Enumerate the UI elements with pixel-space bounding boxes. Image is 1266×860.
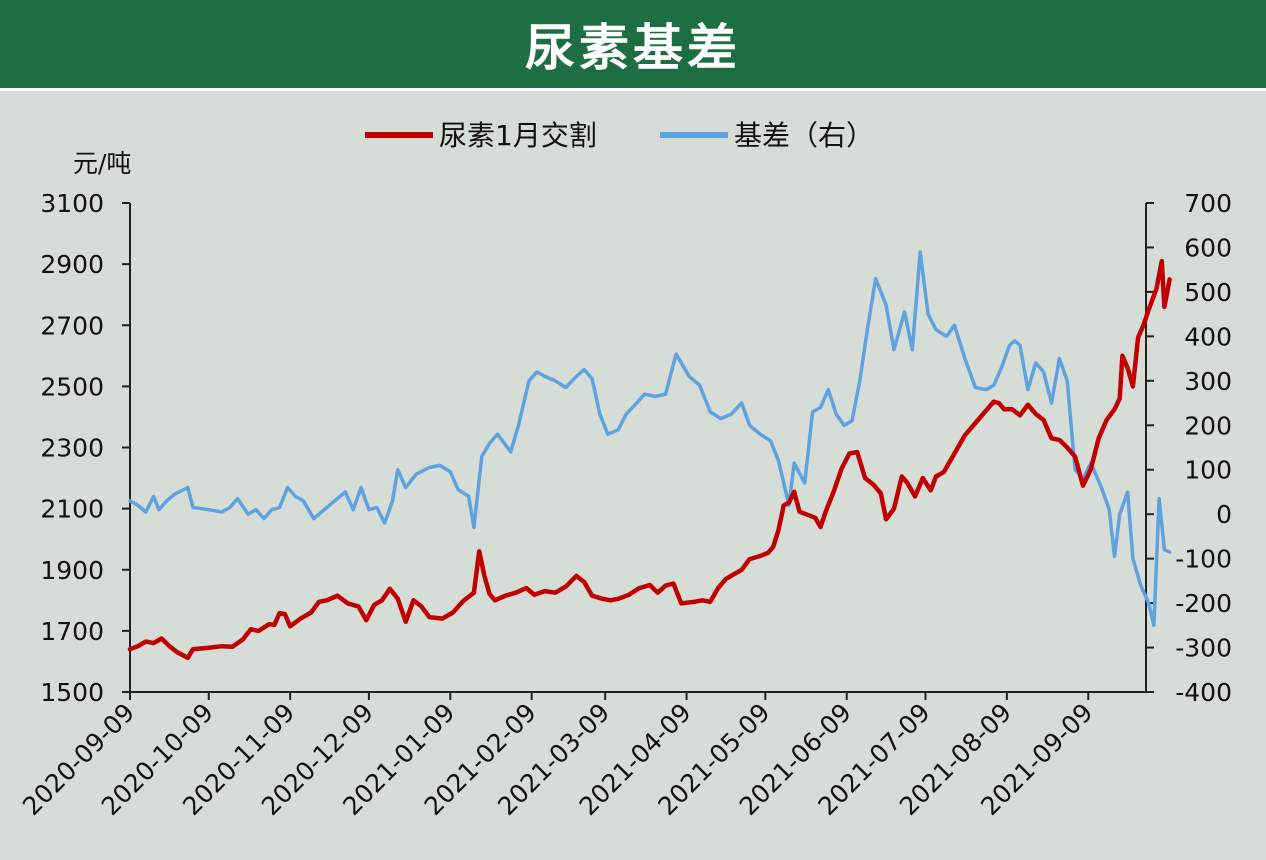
title-bar: 尿素基差 — [0, 0, 1266, 91]
y-right-tick-label: -200 — [1175, 589, 1232, 618]
y-left-tick-label: 2900 — [40, 250, 104, 279]
y-left-tick-label: 1500 — [40, 678, 104, 707]
y-left-tick-label: 3100 — [40, 189, 104, 218]
series-urea-jan — [127, 258, 1172, 661]
y-right-tick-label: 0 — [1216, 500, 1232, 529]
y-left-tick-label: 1900 — [40, 556, 104, 585]
y-right-tick-label: 100 — [1184, 456, 1232, 485]
y-right-tick-label: -300 — [1175, 634, 1232, 663]
series-line — [127, 258, 1172, 661]
y-right-tick-label: 700 — [1184, 189, 1232, 218]
y-left-tick-label: 2300 — [40, 434, 104, 463]
y-right-tick-label: 600 — [1184, 233, 1232, 262]
y-left-tick-label: 2700 — [40, 311, 104, 340]
series-basis — [128, 250, 1172, 628]
y-left-tick-label: 1700 — [40, 617, 104, 646]
y-left-axis-label: 元/吨 — [73, 149, 131, 178]
legend-item-basis: 基差（右） — [660, 119, 874, 152]
y-right-tick-label: 400 — [1184, 322, 1232, 351]
y-left-tick-label: 2500 — [40, 372, 104, 401]
y-right-tick-label: 300 — [1184, 367, 1232, 396]
y-right-tick-label: 500 — [1184, 278, 1232, 307]
y-right-tick-label: 200 — [1184, 411, 1232, 440]
y-right-tick-label: -100 — [1175, 545, 1232, 574]
chart-title: 尿素基差 — [525, 19, 741, 77]
legend-label: 基差（右） — [734, 119, 874, 152]
series-line — [128, 250, 1172, 628]
legend-label: 尿素1月交割 — [439, 119, 597, 152]
series-group — [127, 250, 1172, 661]
legend: 尿素1月交割 基差（右） — [365, 119, 874, 152]
y-left-tick-label: 2100 — [40, 495, 104, 524]
legend-item-urea-jan: 尿素1月交割 — [365, 119, 597, 152]
axes: 1500 1700 1900 2100 2300 2500 2700 2900 3100 -400… — [17, 189, 1232, 821]
y-right-tick-label: -400 — [1175, 678, 1232, 707]
